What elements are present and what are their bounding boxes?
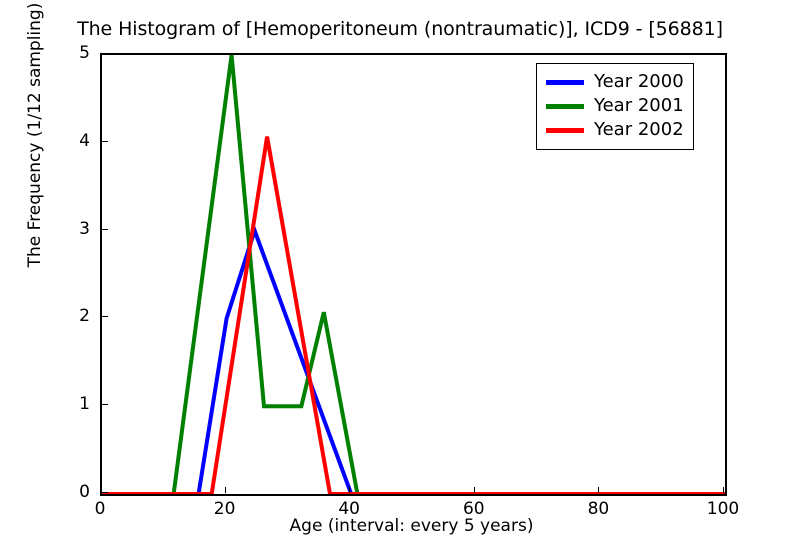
legend-label: Year 2000 <box>594 71 684 92</box>
x-tick-label: 80 <box>587 499 610 519</box>
legend-color-swatch <box>546 127 584 133</box>
x-tick-mark <box>473 487 475 493</box>
x-tick-label: 100 <box>706 499 740 519</box>
x-tick-label: 20 <box>213 499 236 519</box>
x-tick-mark <box>100 487 101 493</box>
y-tick-mark <box>102 228 108 230</box>
chart-title: The Histogram of [Hemoperitoneum (nontra… <box>77 18 723 40</box>
plot-lines <box>102 55 725 494</box>
legend-entry: Year 2002 <box>546 118 684 142</box>
y-tick-label: 2 <box>79 306 90 327</box>
x-tick-label: 60 <box>462 499 485 519</box>
y-tick-mark <box>102 140 108 142</box>
series-line <box>102 224 725 494</box>
legend-entry: Year 2001 <box>546 94 684 118</box>
x-tick-mark <box>224 487 226 493</box>
y-tick-label: 1 <box>79 394 90 415</box>
series-line <box>102 55 725 494</box>
y-tick-mark <box>102 404 108 406</box>
legend-label: Year 2002 <box>594 119 684 140</box>
y-tick-label: 3 <box>79 218 90 239</box>
y-tick-label: 0 <box>79 482 90 502</box>
x-tick-label: 0 <box>94 499 106 519</box>
x-axis-label: Age (interval: every 5 years) <box>289 516 534 536</box>
legend-color-swatch <box>546 103 584 109</box>
y-tick-mark <box>102 492 108 493</box>
legend-entry: Year 2000 <box>546 70 684 94</box>
y-tick-mark <box>102 316 108 318</box>
x-tick-label: 40 <box>338 499 361 519</box>
legend-color-swatch <box>546 79 584 85</box>
y-tick-label: 4 <box>79 130 90 151</box>
x-tick-mark <box>723 487 724 493</box>
y-tick-mark <box>102 53 108 54</box>
chart-legend: Year 2000 Year 2001 Year 2002 <box>536 63 694 150</box>
y-axis-label: The Frequency (1/12 sampling) <box>25 2 45 268</box>
x-tick-mark <box>349 487 351 493</box>
series-line <box>102 136 725 494</box>
y-tick-label: 5 <box>79 43 90 63</box>
legend-label: Year 2001 <box>594 95 684 116</box>
x-tick-mark <box>598 487 600 493</box>
